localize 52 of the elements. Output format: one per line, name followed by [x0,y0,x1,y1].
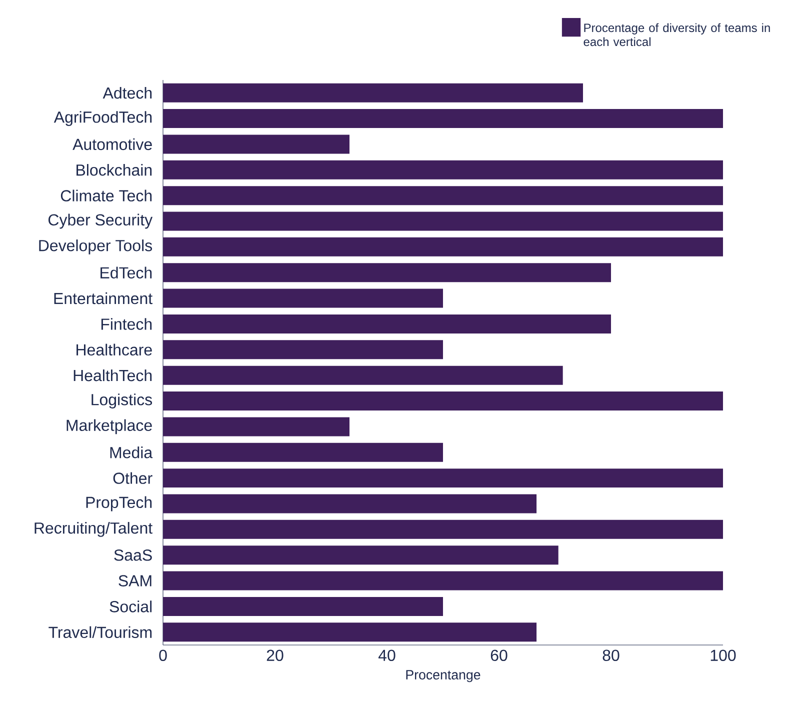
y-tick-label: Recruiting/Talent [34,522,152,537]
y-tick-label: Media [110,446,153,458]
bar [163,314,611,334]
bar [163,109,723,128]
bar [163,263,611,282]
x-tick-label: 60 [490,650,508,662]
legend-label: Procentage of diversity of teams in each vertical [584,23,770,46]
bar [163,468,723,488]
y-tick-label: SaaS [114,549,152,561]
y-tick-label: PropTech [86,496,152,512]
bar [163,442,443,462]
bar [163,494,537,514]
y-tick-label: Cyber Security [48,214,153,229]
x-tick-label: 80 [602,650,620,662]
bar [163,212,723,231]
y-tick-label: HealthTech [74,369,152,382]
x-axis-title: Procentange [406,670,480,682]
bar [163,417,350,436]
bar [163,366,563,385]
bar [163,288,443,308]
y-tick-label: Automotive [72,138,152,150]
y-tick-label: Healthcare [76,344,152,356]
y-tick-label: Fintech [101,318,152,330]
bar [163,546,558,565]
y-tick-label: SAM [118,575,152,586]
bar [163,596,443,616]
bar [163,186,723,206]
bar [163,520,723,539]
bar [163,134,350,154]
bar [163,622,537,642]
x-tick-label: 0 [159,650,167,662]
x-tick-label: 20 [266,650,284,662]
y-tick-label: Blockchain [76,164,152,176]
bar [163,83,583,102]
y-tick-label: Marketplace [66,419,152,434]
y-tick-label: AgriFoodTech [54,111,152,126]
bar [163,392,723,411]
x-tick-label: 40 [378,650,396,662]
y-tick-label: Other [113,472,152,484]
bar [163,571,723,590]
bar [163,340,443,360]
y-tick-label: Travel/Tourism [48,626,152,638]
y-tick-label: Social [110,600,152,612]
y-tick-label: Entertainment [54,292,152,304]
y-tick-label: Developer Tools [39,239,152,254]
y-tick-label: Adtech [102,86,152,99]
bar [163,237,723,256]
y-tick-label: Logistics [92,394,152,408]
y-tick-label: EdTech [100,266,152,278]
x-tick-label: 100 [710,650,736,662]
y-tick-label: Climate Tech [60,190,152,202]
bar [163,160,723,180]
